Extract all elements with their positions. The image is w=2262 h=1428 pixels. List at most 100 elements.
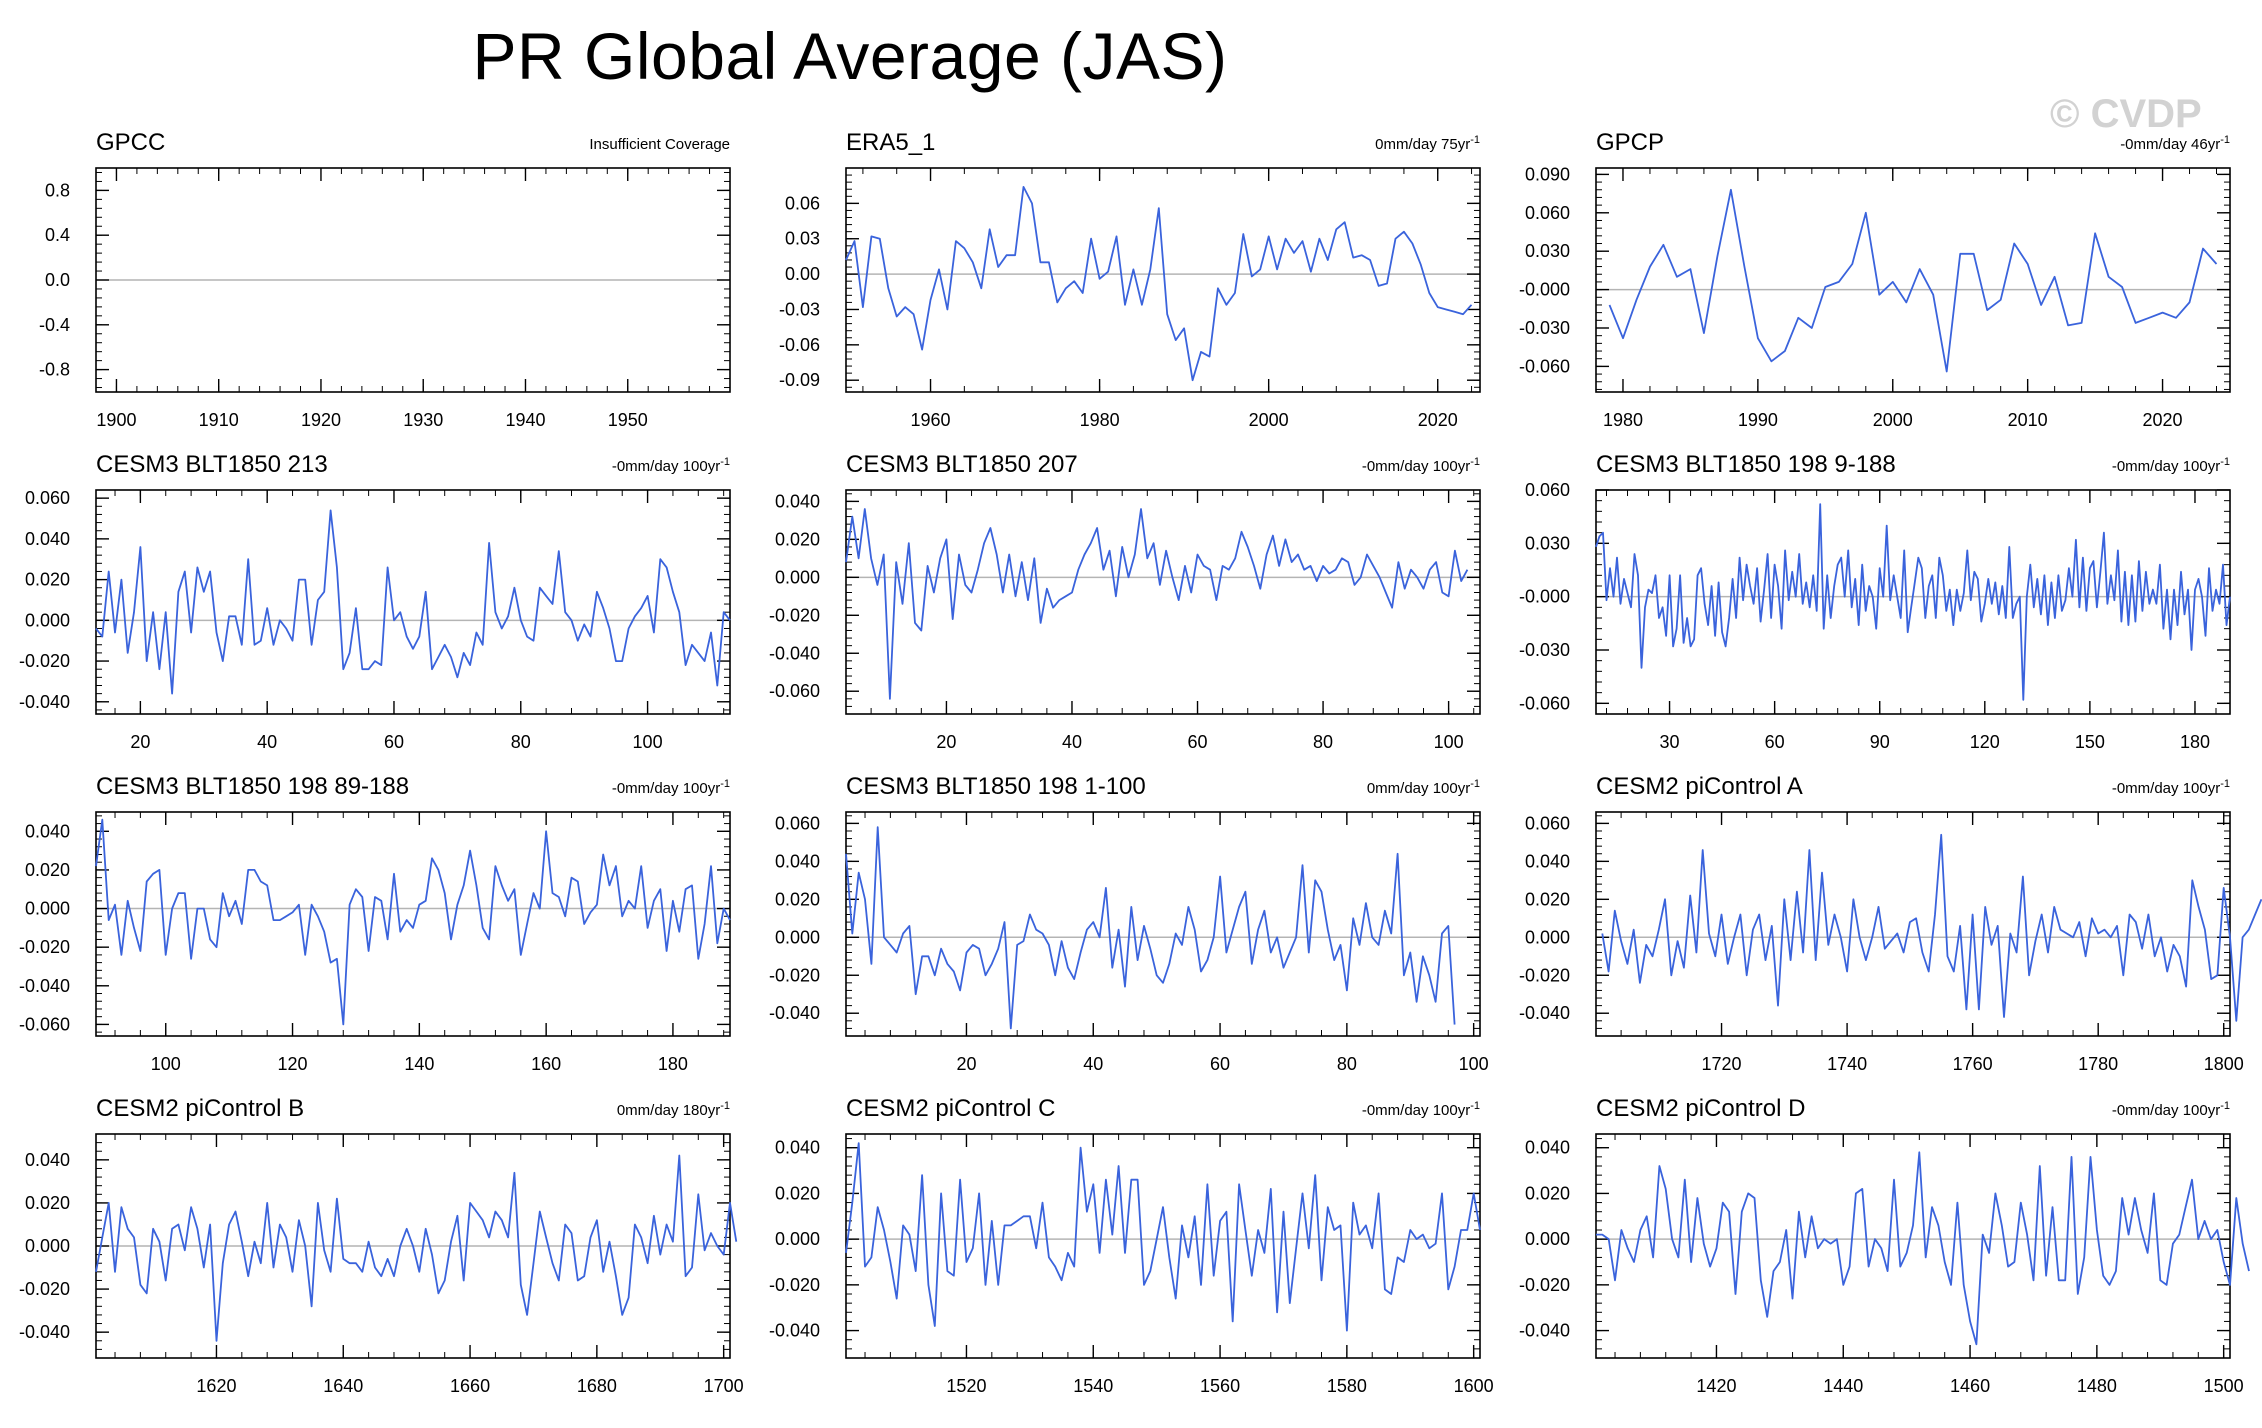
y-tick-label: -0.040 — [19, 1322, 70, 1342]
y-tick-label: -0.020 — [19, 1279, 70, 1299]
panel-title: CESM2 piControl D — [1596, 1095, 1805, 1122]
plot-frame — [95, 811, 731, 1037]
y-tick-label: -0.020 — [19, 937, 70, 957]
y-tick-label: 0.060 — [1525, 203, 1570, 223]
y-tick-label: -0.040 — [1519, 1003, 1570, 1023]
panel-title: ERA5_1 — [846, 129, 935, 156]
y-tick-label: 0.020 — [25, 860, 70, 880]
y-tick-label: 0.040 — [775, 851, 820, 871]
y-tick-label: 0.8 — [45, 180, 70, 200]
y-tick-label: 0.020 — [25, 570, 70, 590]
plot-frame — [845, 489, 1481, 715]
x-tick-label: 180 — [2180, 732, 2210, 752]
x-tick-label: 1620 — [196, 1376, 236, 1396]
x-tick-label: 1420 — [1696, 1376, 1736, 1396]
plot-frame — [1595, 1133, 2231, 1359]
x-tick-label: 60 — [1210, 1054, 1230, 1074]
trend-note: -0mm/day 46yr-1 — [2120, 134, 2230, 153]
x-tick-label: 1500 — [2204, 1376, 2244, 1396]
x-tick-label: 1560 — [1200, 1376, 1240, 1396]
x-tick-label: 1960 — [911, 410, 951, 430]
chart-panel: CESM3 BLT1850 213 -0mm/day 100yr-1 20 40 60 8… — [19, 451, 731, 752]
x-tick-label: 120 — [278, 1054, 308, 1074]
x-tick-label: 180 — [658, 1054, 688, 1074]
y-tick-label: -0.020 — [769, 1275, 820, 1295]
y-tick-label: 0.040 — [775, 1138, 820, 1158]
y-tick-label: -0.020 — [769, 965, 820, 985]
plot-frame — [845, 1133, 1481, 1359]
trend-note: 0mm/day 100yr-1 — [1367, 778, 1480, 797]
x-tick-label: 60 — [384, 732, 404, 752]
x-tick-label: 1580 — [1327, 1376, 1367, 1396]
panel-title: CESM2 piControl C — [846, 1095, 1055, 1122]
trend-note: -0mm/day 100yr-1 — [612, 778, 730, 797]
y-tick-label: 0.030 — [1525, 241, 1570, 261]
chart-panel: CESM2 piControl C -0mm/day 100yr-1 1520 154… — [769, 1095, 1494, 1396]
x-tick-label: 2020 — [1418, 410, 1458, 430]
x-tick-label: 1540 — [1073, 1376, 1113, 1396]
y-tick-label: -0.4 — [39, 315, 70, 335]
y-tick-label: -0.020 — [769, 605, 820, 625]
x-tick-label: 1900 — [96, 410, 136, 430]
y-tick-label: 0.040 — [1525, 1138, 1570, 1158]
x-tick-label: 1520 — [946, 1376, 986, 1396]
y-tick-label: -0.06 — [779, 335, 820, 355]
y-tick-label: 0.060 — [1525, 813, 1570, 833]
y-tick-label: 0.040 — [1525, 851, 1570, 871]
x-tick-label: 2010 — [2008, 410, 2048, 430]
trend-note: 0mm/day 75yr-1 — [1375, 134, 1480, 153]
x-tick-label: 80 — [511, 732, 531, 752]
y-tick-label: -0.040 — [19, 976, 70, 996]
y-tick-label: 0.020 — [25, 1193, 70, 1213]
x-tick-label: 1440 — [1823, 1376, 1863, 1396]
x-tick-label: 160 — [531, 1054, 561, 1074]
y-tick-label: 0.040 — [775, 491, 820, 511]
chart-panel: CESM2 piControl A -0mm/day 100yr-1 1720 174… — [1519, 773, 2262, 1074]
y-tick-label: 0.040 — [25, 821, 70, 841]
y-tick-label: 0.4 — [45, 225, 70, 245]
x-tick-label: 60 — [1188, 732, 1208, 752]
chart-panel: GPCC Insufficient Coverage 1900 1910 1920 193… — [39, 129, 731, 430]
y-tick-label: 0.020 — [775, 529, 820, 549]
y-tick-label: -0.040 — [1519, 1321, 1570, 1341]
y-tick-label: 0.03 — [785, 229, 820, 249]
chart-panel: CESM3 BLT1850 207 -0mm/day 100yr-1 20 40 60 8… — [769, 451, 1481, 752]
y-tick-label: -0.060 — [19, 1014, 70, 1034]
y-tick-label: 0.000 — [25, 610, 70, 630]
chart-panel: ERA5_1 0mm/day 75yr-1 1960 1980 2000 2020 0.06… — [779, 129, 1481, 430]
plot-frame — [1595, 489, 2231, 715]
x-tick-label: 60 — [1765, 732, 1785, 752]
x-tick-label: 1680 — [577, 1376, 617, 1396]
x-tick-label: 1940 — [505, 410, 545, 430]
y-tick-label: 0.040 — [25, 529, 70, 549]
x-tick-label: 1920 — [301, 410, 341, 430]
x-tick-label: 100 — [633, 732, 663, 752]
y-tick-label: 0.020 — [775, 889, 820, 909]
y-tick-label: 0.090 — [1525, 164, 1570, 184]
y-tick-label: 0.000 — [25, 899, 70, 919]
x-tick-label: 1720 — [1702, 1054, 1742, 1074]
x-tick-label: 100 — [151, 1054, 181, 1074]
chart-panel: CESM3 BLT1850 198 9-188 -0mm/day 100yr-1 3… — [1519, 451, 2231, 752]
series-line — [95, 1154, 738, 1342]
y-tick-label: 0.06 — [785, 193, 820, 213]
y-tick-label: -0.000 — [1519, 280, 1570, 300]
y-tick-label: 0.000 — [1525, 1229, 1570, 1249]
y-tick-label: 0.060 — [775, 813, 820, 833]
panel-title: GPCP — [1596, 129, 1664, 156]
y-tick-label: -0.060 — [1519, 693, 1570, 713]
x-tick-label: 1910 — [199, 410, 239, 430]
x-tick-label: 1800 — [2204, 1054, 2244, 1074]
x-tick-label: 80 — [1313, 732, 1333, 752]
x-tick-label: 1700 — [704, 1376, 744, 1396]
trend-note: -0mm/day 100yr-1 — [2112, 778, 2230, 797]
y-tick-label: 0.030 — [1525, 533, 1570, 553]
series-line — [1601, 833, 2262, 1022]
x-tick-label: 140 — [404, 1054, 434, 1074]
series-line — [845, 185, 1473, 382]
y-tick-label: -0.060 — [1519, 356, 1570, 376]
plot-frame — [1595, 167, 2231, 393]
y-tick-label: 0.000 — [25, 1236, 70, 1256]
trend-note: Insufficient Coverage — [589, 136, 730, 153]
